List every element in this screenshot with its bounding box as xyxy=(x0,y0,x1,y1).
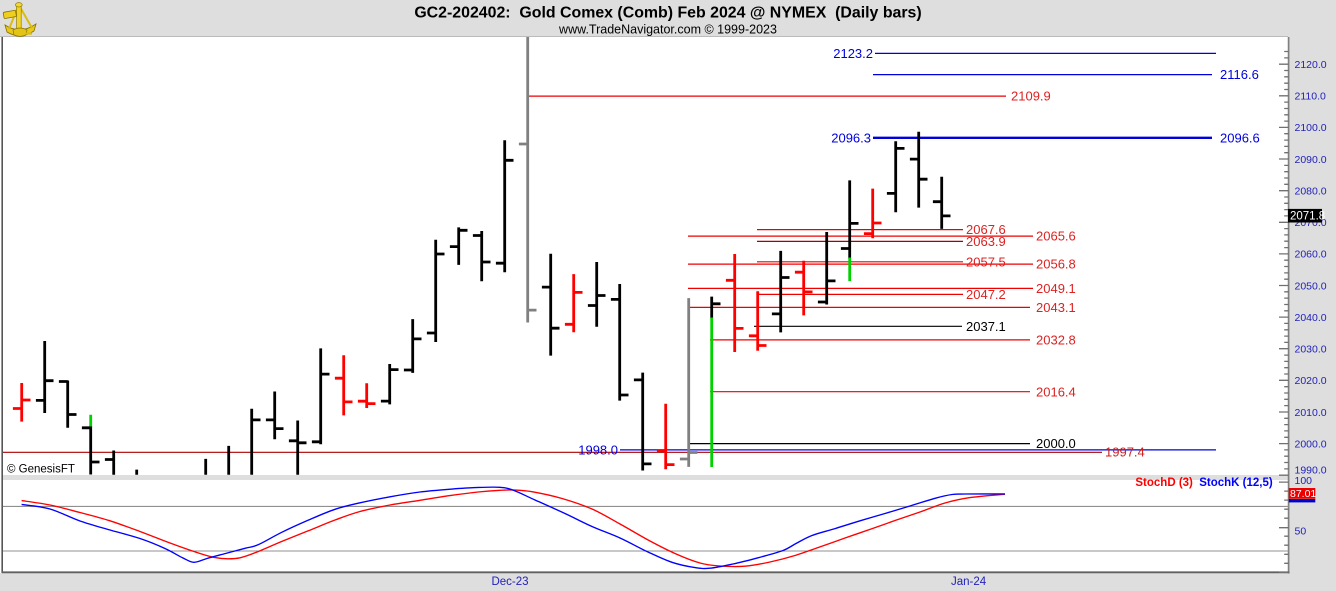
svg-text:Jan-24: Jan-24 xyxy=(951,576,987,588)
svg-text:2123.2: 2123.2 xyxy=(833,46,873,61)
svg-text:2040.0: 2040.0 xyxy=(1295,312,1327,324)
svg-text:50: 50 xyxy=(1295,526,1307,538)
svg-text:2067.6: 2067.6 xyxy=(966,222,1006,237)
svg-text:2060.0: 2060.0 xyxy=(1295,249,1327,261)
svg-text:GC2-202402: Gold Comex (Comb): GC2-202402: Gold Comex (Comb) Feb 2024 @… xyxy=(414,5,921,22)
svg-text:87.01: 87.01 xyxy=(1290,488,1316,500)
svg-text:2063.9: 2063.9 xyxy=(966,234,1006,249)
svg-text:2032.8: 2032.8 xyxy=(1036,333,1076,348)
svg-text:2109.9: 2109.9 xyxy=(1011,89,1051,104)
svg-text:2020.0: 2020.0 xyxy=(1295,375,1327,387)
svg-text:1997.4: 1997.4 xyxy=(1105,445,1145,460)
svg-text:2110.0: 2110.0 xyxy=(1295,91,1326,103)
svg-text:StochK (12,5): StochK (12,5) xyxy=(1199,477,1273,489)
svg-text:Dec-23: Dec-23 xyxy=(491,576,528,588)
svg-text:2100.0: 2100.0 xyxy=(1295,122,1327,134)
svg-text:1998.0: 1998.0 xyxy=(578,443,618,458)
svg-text:2049.1: 2049.1 xyxy=(1036,281,1076,296)
svg-text:2090.0: 2090.0 xyxy=(1295,154,1327,166)
svg-text:2116.6: 2116.6 xyxy=(1220,67,1259,82)
svg-text:2065.6: 2065.6 xyxy=(1036,229,1076,244)
svg-text:2096.3: 2096.3 xyxy=(831,130,871,145)
svg-text:2010.0: 2010.0 xyxy=(1295,407,1327,419)
svg-text:2030.0: 2030.0 xyxy=(1295,344,1327,356)
svg-text:100: 100 xyxy=(1295,475,1313,487)
svg-text:2056.8: 2056.8 xyxy=(1036,257,1076,272)
svg-text:2000.0: 2000.0 xyxy=(1295,438,1327,450)
svg-text:2096.6: 2096.6 xyxy=(1220,130,1260,145)
svg-text:2047.2: 2047.2 xyxy=(966,287,1006,302)
svg-text:2037.1: 2037.1 xyxy=(966,319,1006,334)
svg-text:2057.5: 2057.5 xyxy=(966,254,1006,269)
svg-text:1990.0: 1990.0 xyxy=(1295,464,1327,476)
svg-text:StochD (3): StochD (3) xyxy=(1135,477,1193,489)
svg-text:2080.0: 2080.0 xyxy=(1295,186,1327,198)
svg-text:2120.0: 2120.0 xyxy=(1295,59,1327,71)
svg-text:2000.0: 2000.0 xyxy=(1036,436,1076,451)
svg-text:2016.4: 2016.4 xyxy=(1036,384,1076,399)
svg-text:© GenesisFT: © GenesisFT xyxy=(7,463,75,475)
svg-text:2071.8: 2071.8 xyxy=(1290,211,1325,223)
svg-text:2050.0: 2050.0 xyxy=(1295,280,1327,292)
svg-text:www.TradeNavigator.com © 1999-: www.TradeNavigator.com © 1999-2023 xyxy=(558,23,777,37)
svg-text:2043.1: 2043.1 xyxy=(1036,300,1076,315)
